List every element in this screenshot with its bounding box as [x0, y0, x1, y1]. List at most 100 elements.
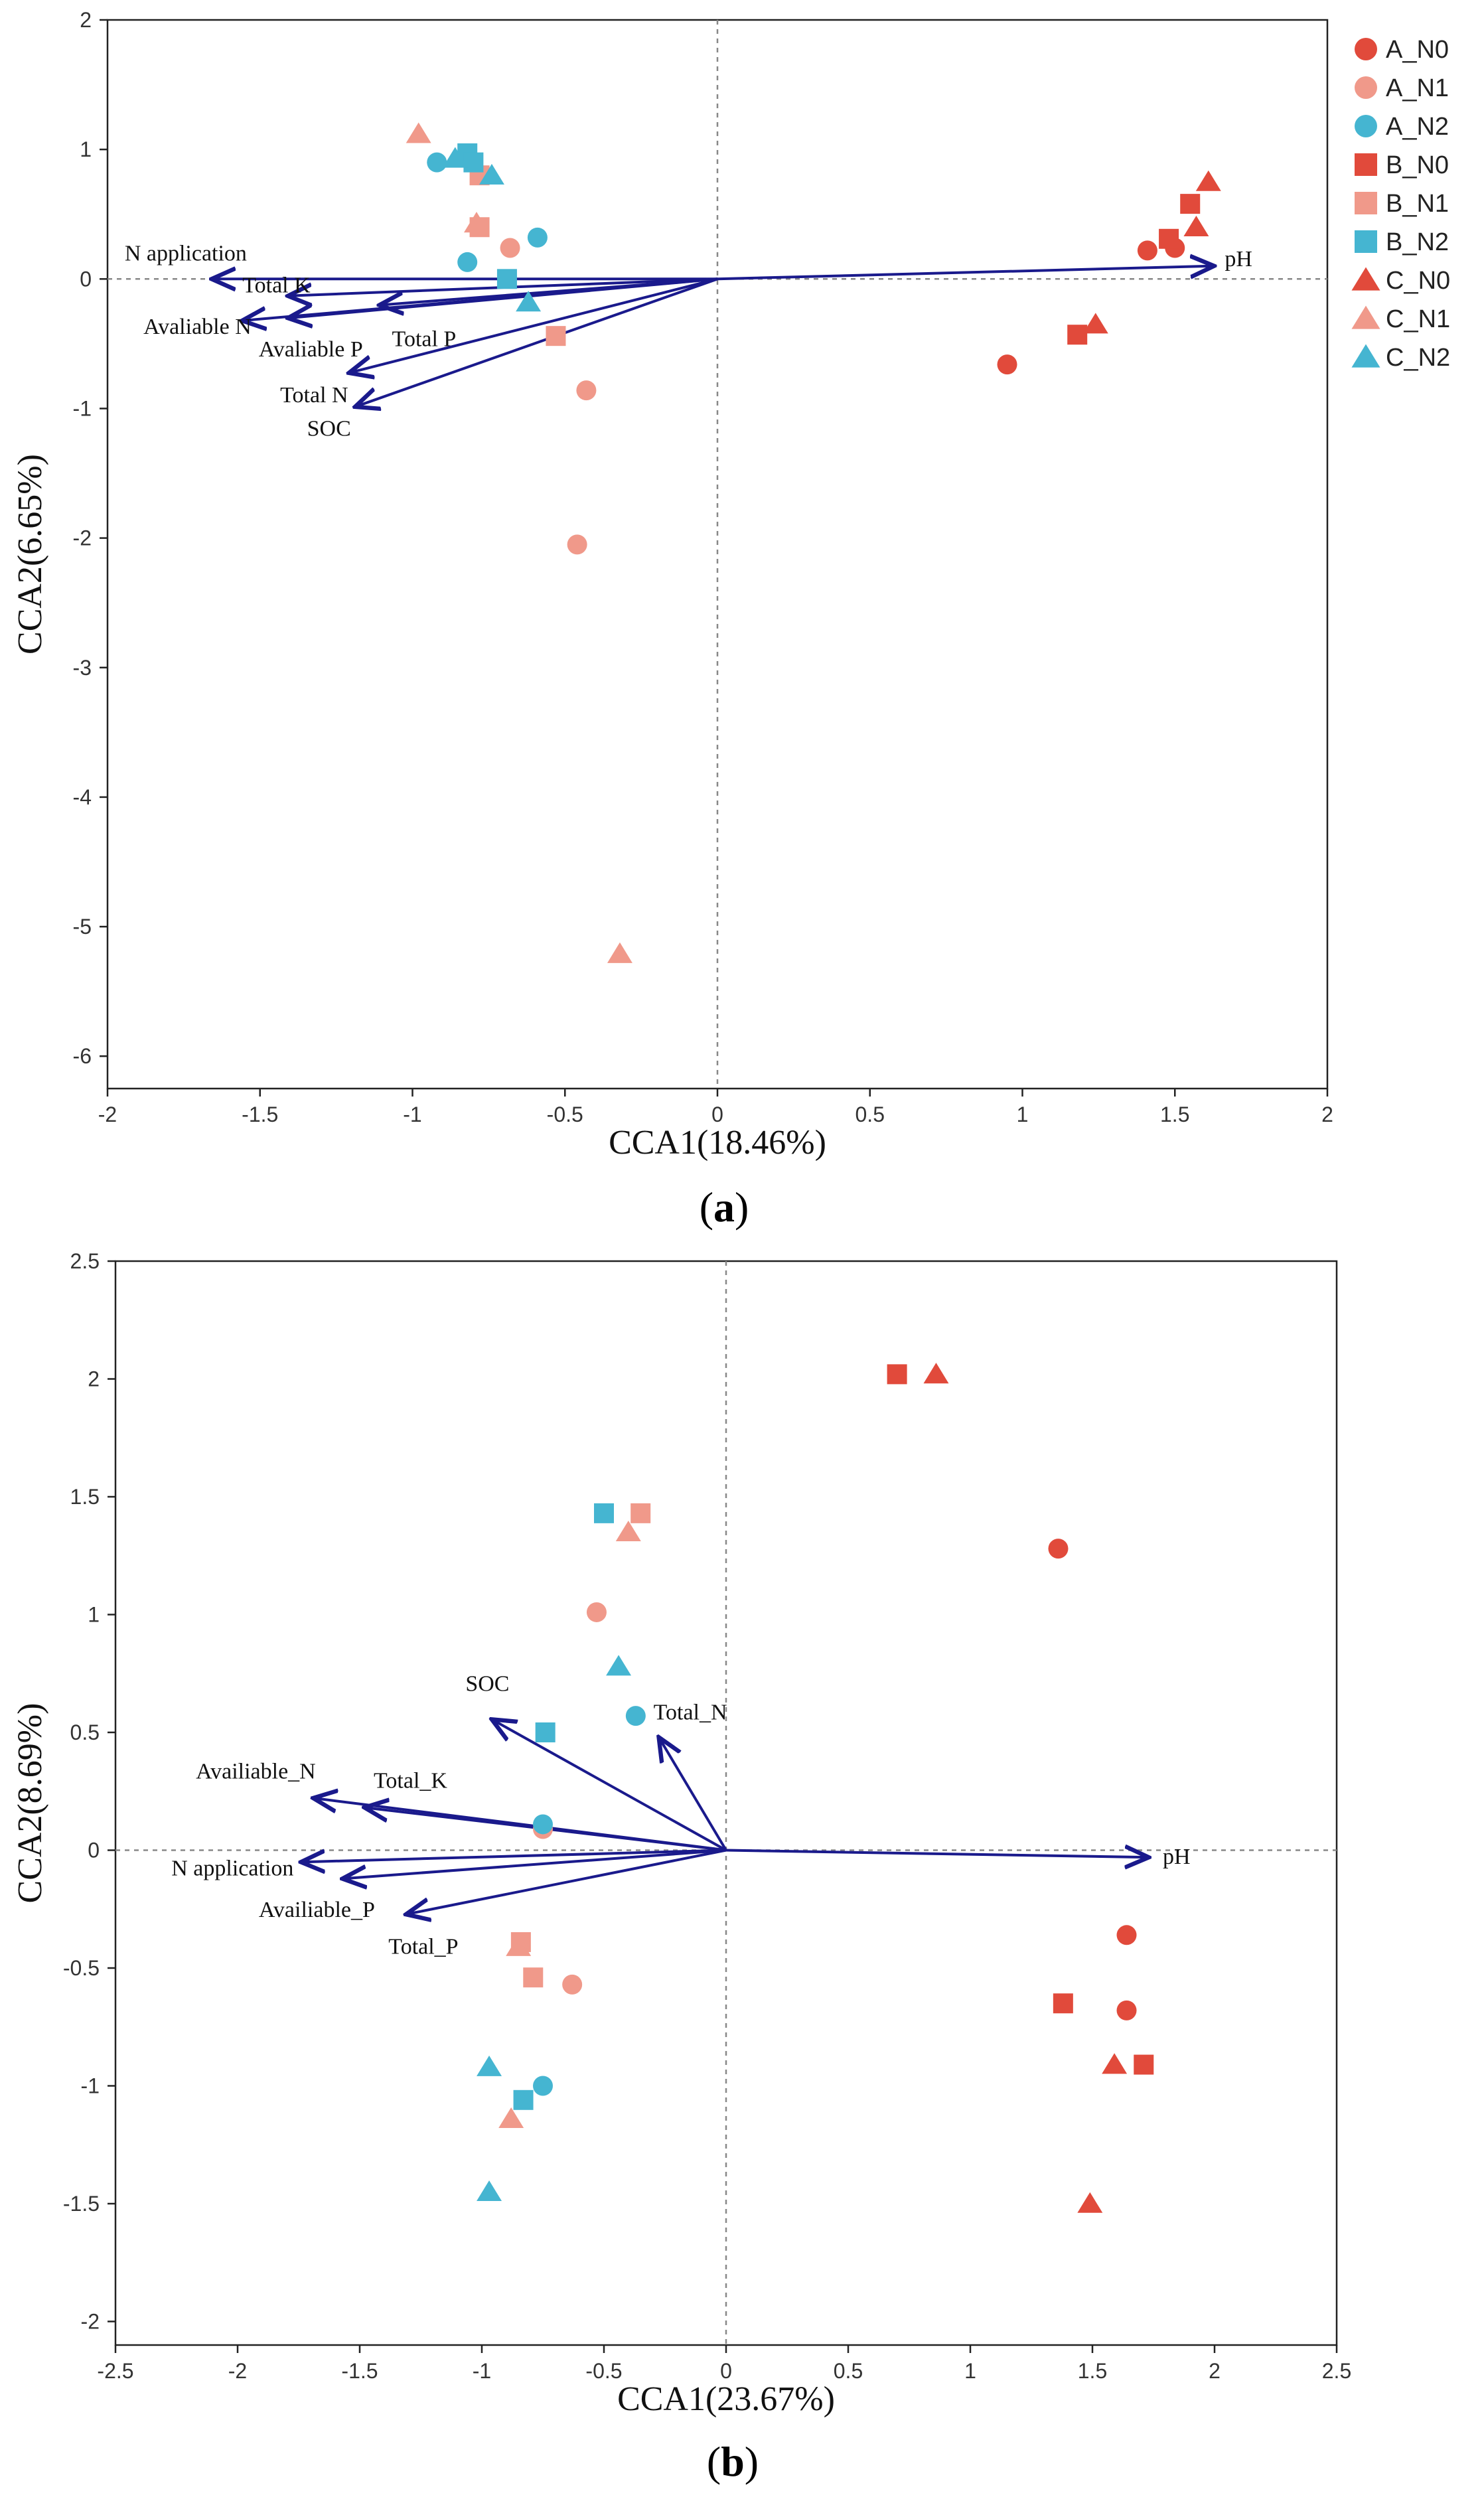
data-point-c-n2: [442, 147, 468, 168]
data-point-c-n2: [477, 2055, 502, 2076]
panel-a-chart: -2 -1.5 -1 -0.5 0 0.5 1 1.5 2 2 1 0 -1 -2 -3 -4 -5 -6 CCA1…: [11, 8, 1333, 1231]
env-arrow-label-b: Total_P: [388, 1934, 458, 1959]
y-tick-label-b: 2: [88, 1367, 100, 1391]
legend-marker-c-n0: [1351, 267, 1380, 291]
y-axis-title-a: CCA2(6.65%): [11, 454, 49, 654]
env-arrow-label-b: Availiable_N: [196, 1759, 316, 1784]
env-arrow-b: [725, 1851, 1146, 1858]
data-point-a-n2: [527, 227, 548, 248]
panel-label-b: (b): [707, 2438, 759, 2485]
data-point-a-n0: [1116, 2000, 1137, 2020]
x-tick-label-a: 0.5: [855, 1102, 885, 1126]
legend-label-c-n1: C_N1: [1386, 305, 1450, 333]
legend-label-a-n1: A_N1: [1386, 74, 1449, 102]
data-point-b-n2: [496, 269, 517, 289]
data-point-c-n1: [607, 942, 632, 963]
y-tick-label-b: -2: [81, 2310, 100, 2334]
data-point-c-n2: [479, 163, 504, 185]
x-tick-label-b: -2.5: [97, 2359, 133, 2383]
env-arrow-a: [382, 277, 718, 305]
data-point-c-n2: [606, 1655, 632, 1676]
data-point-c-n0: [1102, 2053, 1128, 2074]
data-point-a-n2: [457, 252, 478, 272]
legend-label-c-n0: C_N0: [1386, 267, 1450, 295]
data-point-a-n2: [533, 1814, 553, 1835]
x-tick-label-a: -1.5: [242, 1102, 278, 1126]
legend-marker-b-n1: [1355, 192, 1377, 214]
env-arrow-b: [660, 1740, 727, 1851]
x-tick-label-a: 0: [711, 1102, 723, 1126]
legend-label-b-n2: B_N2: [1386, 228, 1449, 256]
x-tick-label-b: 1: [964, 2359, 976, 2383]
env-arrow-a: [358, 277, 718, 406]
y-tick-label-b: 0: [88, 1839, 100, 1862]
data-point-a-n1: [562, 1974, 583, 1995]
data-point-b-n2: [513, 2089, 534, 2110]
legend-marker-c-n2: [1351, 344, 1380, 368]
data-point-a-n0: [997, 354, 1017, 375]
y-tick-label-a: 0: [80, 267, 92, 291]
data-point-a-n2: [533, 2076, 553, 2096]
data-point-b-n0: [1134, 2054, 1154, 2075]
legend-marker-a-n2: [1355, 115, 1377, 137]
x-tick-label-b: -2: [228, 2359, 247, 2383]
data-point-c-n0: [1183, 215, 1209, 237]
data-point-b-n2: [535, 1722, 556, 1742]
legend: A_N0 A_N1 A_N2 B_N0 B_N1 B_N2 C_N0 C_N1 C_N2: [1351, 36, 1450, 372]
data-point-a-n1: [567, 534, 587, 555]
data-point-b-n0: [887, 1364, 907, 1385]
x-tick-label-b: 0.5: [834, 2359, 863, 2383]
y-tick-label-a: -2: [73, 526, 92, 550]
x-axis-title-b: CCA1(23.67%): [617, 2380, 835, 2418]
data-point-c-n1: [498, 2107, 524, 2128]
env-arrow-label-b: Total_N: [654, 1701, 727, 1725]
env-arrow-label-a: SOC: [307, 417, 351, 441]
y-tick-label-a: -5: [73, 915, 92, 939]
y-tick-label-b: -1.5: [63, 2192, 100, 2216]
x-tick-label-b: 2: [1209, 2359, 1221, 2383]
data-point-b-n1: [631, 1503, 651, 1523]
y-tick-label-a: 1: [80, 137, 92, 161]
data-point-c-n1: [506, 1935, 532, 1956]
y-axis-title-b: CCA2(8.69%): [11, 1703, 49, 1904]
data-point-b-n0: [1053, 1993, 1073, 2014]
data-point-c-n0: [923, 1363, 949, 1384]
panel-b-chart: -2.5 -2 -1.5 -1 -0.5 0 0.5 1 1.5 2 2.5 2.5 2 1.5 1 0.5 0…: [11, 1249, 1351, 2485]
env-arrow-label-a: Avaliable N: [143, 315, 252, 339]
env-arrow-a: [352, 277, 718, 372]
data-point-c-n0: [1195, 170, 1221, 191]
data-point-a-n1: [586, 1602, 607, 1622]
x-tick-label-b: 1.5: [1078, 2359, 1107, 2383]
x-tick-label-a: -2: [98, 1102, 117, 1126]
data-point-c-n0: [1077, 2192, 1103, 2213]
panel-label-a: (a): [700, 1183, 749, 1231]
x-tick-label-a: 1: [1017, 1102, 1029, 1126]
data-point-b-n0: [1067, 325, 1088, 345]
env-arrow-label-a: N application: [125, 241, 247, 266]
y-tick-label-b: 0.5: [70, 1720, 100, 1744]
data-point-a-n0: [1137, 240, 1157, 261]
data-point-a-n0: [1116, 1925, 1137, 1945]
y-tick-label-b: -0.5: [63, 1956, 100, 1980]
data-point-b-n2: [463, 152, 484, 173]
env-arrow-label-b: Availiable_P: [259, 1898, 375, 1922]
y-tick-label-b: 2.5: [70, 1249, 100, 1273]
env-arrow-label-b: pH: [1163, 1845, 1191, 1869]
legend-label-a-n2: A_N2: [1386, 113, 1449, 141]
x-tick-label-b: -1.5: [341, 2359, 378, 2383]
x-tick-label-b: 2.5: [1322, 2359, 1351, 2383]
env-arrow-label-b: SOC: [465, 1671, 509, 1696]
legend-marker-b-n2: [1355, 230, 1377, 253]
y-tick-label-a: -3: [73, 656, 92, 680]
x-tick-label-a: -1: [403, 1102, 421, 1126]
legend-label-b-n1: B_N1: [1386, 190, 1449, 218]
data-point-b-n2: [594, 1503, 614, 1523]
env-arrow-label-a: pH: [1224, 247, 1252, 271]
x-tick-label-a: 2: [1321, 1102, 1333, 1126]
legend-marker-c-n1: [1351, 305, 1380, 329]
env-arrow-label-a: Total K: [242, 273, 311, 298]
data-point-a-n2: [625, 1706, 646, 1726]
y-tick-label-b: -1: [81, 2074, 100, 2098]
data-point-a-n2: [427, 152, 447, 173]
data-point-a-n1: [500, 238, 520, 258]
